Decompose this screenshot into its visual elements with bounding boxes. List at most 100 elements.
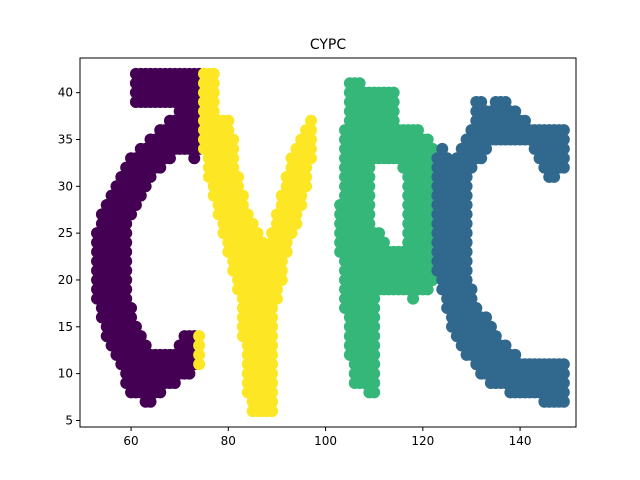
data-point — [120, 245, 133, 258]
data-point — [163, 152, 176, 165]
data-point — [460, 189, 473, 202]
y-tick-label: 10 — [58, 367, 73, 381]
data-point — [557, 395, 570, 408]
data-point — [266, 395, 279, 408]
data-point — [168, 376, 181, 389]
data-point — [368, 367, 381, 380]
data-point — [236, 199, 249, 212]
data-point — [193, 339, 206, 352]
data-point — [266, 386, 279, 399]
data-point — [120, 273, 133, 286]
data-point — [387, 114, 400, 127]
y-tick-label: 30 — [58, 179, 73, 193]
y-tick-label: 40 — [58, 86, 73, 100]
data-point — [275, 273, 288, 286]
data-point — [275, 255, 288, 268]
data-point — [129, 320, 142, 333]
data-point — [460, 255, 473, 268]
x-tick-label: 120 — [411, 434, 434, 448]
data-point — [460, 245, 473, 258]
data-point — [557, 133, 570, 146]
data-point — [144, 395, 157, 408]
data-point — [460, 170, 473, 183]
data-point — [275, 264, 288, 277]
data-point — [125, 208, 138, 221]
data-point — [475, 96, 488, 109]
data-point — [139, 180, 152, 193]
data-point — [368, 358, 381, 371]
data-point — [183, 367, 196, 380]
data-point — [266, 311, 279, 324]
y-tick-label: 15 — [58, 320, 73, 334]
data-point — [557, 142, 570, 155]
series-0 — [91, 67, 206, 408]
data-point — [125, 311, 138, 324]
data-point — [227, 142, 240, 155]
data-point — [125, 302, 138, 315]
data-point — [280, 245, 293, 258]
x-tick-label: 60 — [123, 434, 138, 448]
data-point — [300, 180, 313, 193]
data-point — [120, 217, 133, 230]
data-point — [266, 330, 279, 343]
data-point — [368, 292, 381, 305]
data-point — [193, 330, 206, 343]
data-point — [154, 161, 167, 174]
data-point — [557, 376, 570, 389]
data-point — [120, 292, 133, 305]
data-point — [304, 114, 317, 127]
data-point — [460, 227, 473, 240]
data-point — [489, 330, 502, 343]
data-point — [144, 170, 157, 183]
data-point — [363, 208, 376, 221]
data-point — [266, 320, 279, 333]
data-point — [129, 199, 142, 212]
data-point — [363, 189, 376, 202]
chart-title: CYPC — [310, 37, 347, 53]
data-point — [373, 227, 386, 240]
data-point — [256, 236, 269, 249]
data-point — [266, 339, 279, 352]
data-point — [266, 348, 279, 361]
data-point — [460, 236, 473, 249]
data-point — [353, 77, 366, 90]
data-point — [241, 208, 254, 221]
data-point — [368, 320, 381, 333]
points-layer — [91, 67, 570, 418]
data-point — [509, 348, 522, 361]
data-point — [222, 114, 235, 127]
x-tick-label: 80 — [221, 434, 236, 448]
data-point — [411, 124, 424, 137]
data-point — [120, 264, 133, 277]
x-tick-label: 140 — [509, 434, 532, 448]
data-point — [557, 124, 570, 137]
data-point — [368, 302, 381, 315]
data-point — [134, 189, 147, 202]
data-point — [499, 339, 512, 352]
data-point — [363, 180, 376, 193]
data-point — [426, 273, 439, 286]
data-point — [193, 348, 206, 361]
data-point — [363, 217, 376, 230]
data-point — [460, 199, 473, 212]
data-point — [232, 170, 245, 183]
data-point — [441, 152, 454, 165]
data-point — [285, 227, 298, 240]
data-point — [460, 273, 473, 286]
data-point — [227, 133, 240, 146]
y-tick-label: 35 — [58, 132, 73, 146]
data-point — [227, 152, 240, 165]
data-point — [304, 133, 317, 146]
data-point — [232, 180, 245, 193]
data-point — [266, 405, 279, 418]
data-point — [295, 189, 308, 202]
data-point — [236, 189, 249, 202]
data-point — [300, 170, 313, 183]
data-point — [270, 292, 283, 305]
data-point — [460, 180, 473, 193]
y-tick-label: 20 — [58, 273, 73, 287]
data-point — [548, 170, 561, 183]
data-point — [207, 77, 220, 90]
data-point — [465, 161, 478, 174]
